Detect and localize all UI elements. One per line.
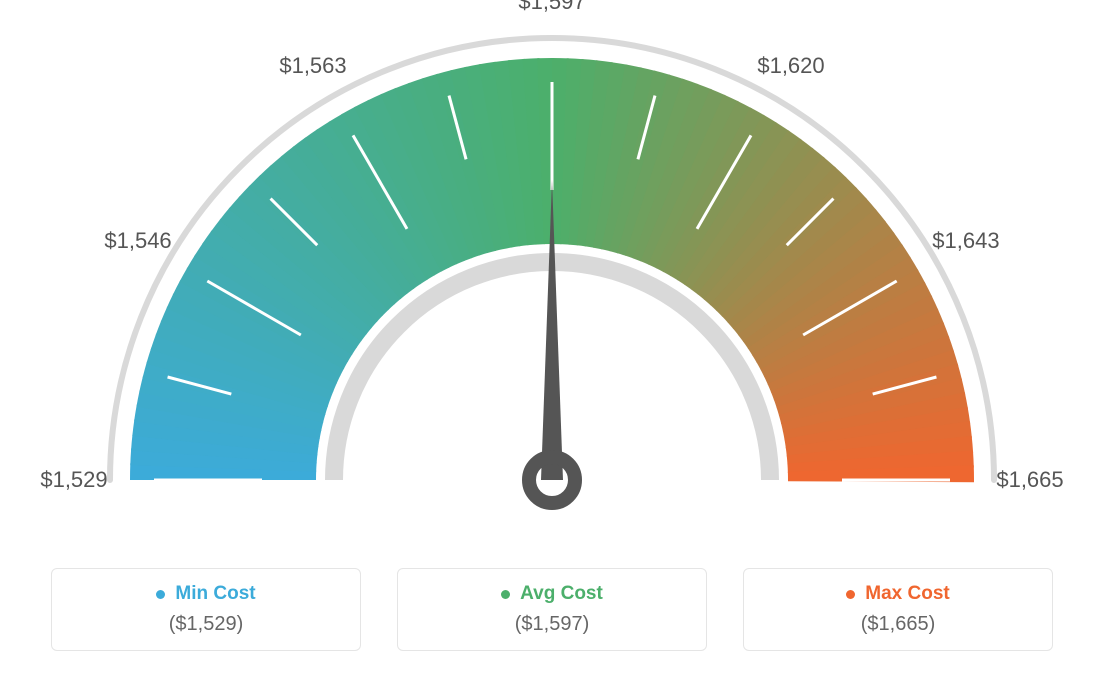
legend-title: Min Cost xyxy=(156,583,255,605)
gauge-tick-label: $1,620 xyxy=(757,53,824,79)
legend-card: Avg Cost ($1,597) xyxy=(397,568,707,651)
gauge-tick-label: $1,665 xyxy=(996,467,1063,493)
legend-title: Max Cost xyxy=(846,583,949,605)
legend-card: Max Cost ($1,665) xyxy=(743,568,1053,651)
legend-label: Max Cost xyxy=(865,583,949,605)
legend-row: Min Cost ($1,529) Avg Cost ($1,597) Max Cost… xyxy=(0,568,1104,651)
legend-dot-icon xyxy=(846,590,855,599)
gauge-tick-label: $1,529 xyxy=(40,467,107,493)
gauge-tick-label: $1,563 xyxy=(279,53,346,79)
legend-card: Min Cost ($1,529) xyxy=(51,568,361,651)
legend-title: Avg Cost xyxy=(501,583,603,605)
legend-dot-icon xyxy=(501,590,510,599)
gauge-tick-label: $1,546 xyxy=(104,228,171,254)
gauge-chart: $1,529 $1,546 $1,563 $1,597 $1,620 $1,643 $1,6… xyxy=(0,0,1104,560)
gauge-tick-label: $1,643 xyxy=(932,228,999,254)
legend-value: ($1,529) xyxy=(72,613,340,636)
legend-value: ($1,665) xyxy=(764,613,1032,636)
gauge-tick-label: $1,597 xyxy=(518,0,585,15)
legend-dot-icon xyxy=(156,590,165,599)
legend-label: Avg Cost xyxy=(520,583,603,605)
gauge-svg xyxy=(0,0,1104,560)
legend-label: Min Cost xyxy=(175,583,255,605)
legend-value: ($1,597) xyxy=(418,613,686,636)
